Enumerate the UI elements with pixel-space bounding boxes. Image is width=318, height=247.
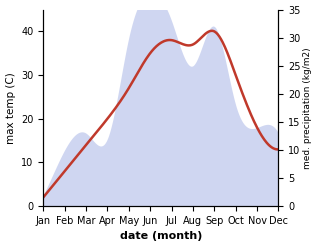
Y-axis label: max temp (C): max temp (C) [5, 72, 16, 144]
X-axis label: date (month): date (month) [120, 231, 202, 242]
Y-axis label: med. precipitation (kg/m2): med. precipitation (kg/m2) [303, 47, 313, 169]
